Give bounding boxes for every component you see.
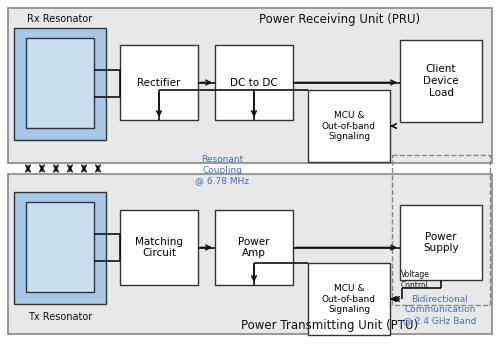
Text: Rx Resonator: Rx Resonator <box>28 14 92 24</box>
Bar <box>8 174 492 334</box>
Text: MCU &
Out-of-band
Signaling: MCU & Out-of-band Signaling <box>322 284 376 314</box>
Text: Power
Supply: Power Supply <box>423 232 459 253</box>
Bar <box>26 202 94 292</box>
Bar <box>308 90 390 162</box>
Text: MCU &
Out-of-band
Signaling: MCU & Out-of-band Signaling <box>322 111 376 141</box>
Text: DC to DC: DC to DC <box>230 77 278 87</box>
Bar <box>26 38 94 128</box>
Bar <box>120 210 198 285</box>
Bar <box>14 28 106 140</box>
Text: Client
Device
Load: Client Device Load <box>423 65 459 98</box>
Text: Power
Amp: Power Amp <box>238 237 270 258</box>
Text: Tx Resonator: Tx Resonator <box>28 312 92 322</box>
Text: Bidirectional
Communication
@ 2.4 GHz Band: Bidirectional Communication @ 2.4 GHz Ba… <box>404 295 476 325</box>
Bar <box>392 155 490 305</box>
Bar <box>14 192 106 304</box>
Bar <box>308 263 390 335</box>
Bar <box>215 210 293 285</box>
Bar <box>400 40 482 122</box>
Bar <box>215 45 293 120</box>
Bar <box>8 8 492 163</box>
Text: Voltage
Control: Voltage Control <box>400 270 430 290</box>
Text: Rectifier: Rectifier <box>138 77 180 87</box>
Bar <box>120 45 198 120</box>
Text: Power Transmitting Unit (PTU): Power Transmitting Unit (PTU) <box>242 319 418 331</box>
Bar <box>400 205 482 280</box>
Text: Resonant
Coupling
@ 6.78 MHz: Resonant Coupling @ 6.78 MHz <box>195 155 249 185</box>
Text: Power Receiving Unit (PRU): Power Receiving Unit (PRU) <box>260 12 420 25</box>
Text: Matching
Circuit: Matching Circuit <box>135 237 183 258</box>
